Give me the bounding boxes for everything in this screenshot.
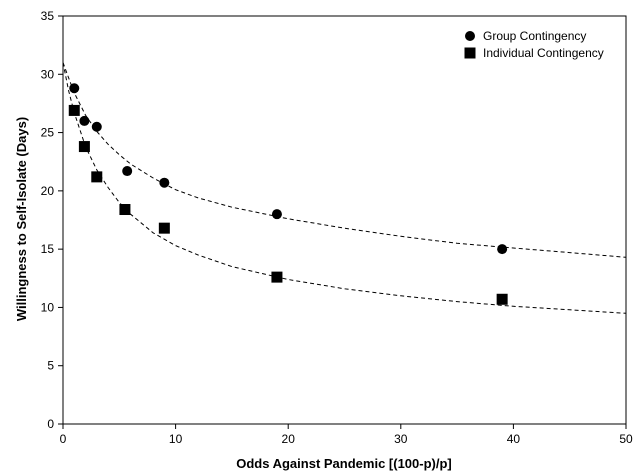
data-point-individual	[68, 104, 80, 116]
y-axis-title: Willingness to Self-Isolate (Days)	[14, 117, 29, 321]
y-tick-label: 35	[41, 9, 55, 23]
data-point-group	[91, 121, 102, 132]
x-tick-label: 0	[60, 432, 67, 446]
legend-label: Individual Contingency	[483, 46, 604, 60]
legend: Group Contingency Individual Contingency	[464, 29, 604, 60]
y-tick-label: 10	[41, 300, 55, 314]
fit-line-group	[62, 62, 627, 258]
data-point-group	[271, 209, 282, 220]
x-tick-label: 20	[282, 432, 296, 446]
y-tick-label: 5	[47, 359, 54, 373]
x-tick-label: 10	[169, 432, 183, 446]
fit-line-individual	[62, 62, 627, 314]
x-tick-label: 50	[619, 432, 633, 446]
data-point-group	[159, 177, 170, 188]
y-tick-label: 30	[41, 67, 55, 81]
data-point-individual	[119, 204, 131, 216]
y-tick-label: 20	[41, 184, 55, 198]
x-tick-label: 40	[507, 432, 521, 446]
data-point-individual	[271, 271, 283, 283]
data-point-group	[497, 244, 508, 255]
legend-label: Group Contingency	[483, 29, 586, 43]
plot-area	[62, 15, 627, 425]
legend-marker-group	[465, 31, 475, 41]
y-tick-label: 25	[41, 126, 55, 140]
data-point-individual	[496, 293, 508, 305]
x-tick-label: 30	[394, 432, 408, 446]
y-tick-label: 15	[41, 242, 55, 256]
y-tick-label: 0	[47, 417, 54, 431]
x-axis-title: Odds Against Pandemic [(100-p)/p]	[236, 456, 452, 471]
data-point-individual	[78, 141, 90, 153]
data-point-group	[69, 83, 80, 94]
plot-frame	[62, 15, 627, 425]
fit-lines	[62, 62, 627, 314]
data-point-group	[79, 115, 90, 126]
data-point-individual	[91, 171, 103, 183]
x-axis: 0 10 20 30 40 50	[60, 424, 633, 446]
y-axis: 0 5 10 15 20 25 30 35	[41, 9, 63, 431]
data-markers	[68, 83, 508, 305]
data-point-individual	[158, 222, 170, 234]
legend-marker-individual	[464, 47, 476, 59]
data-point-group	[122, 166, 133, 177]
